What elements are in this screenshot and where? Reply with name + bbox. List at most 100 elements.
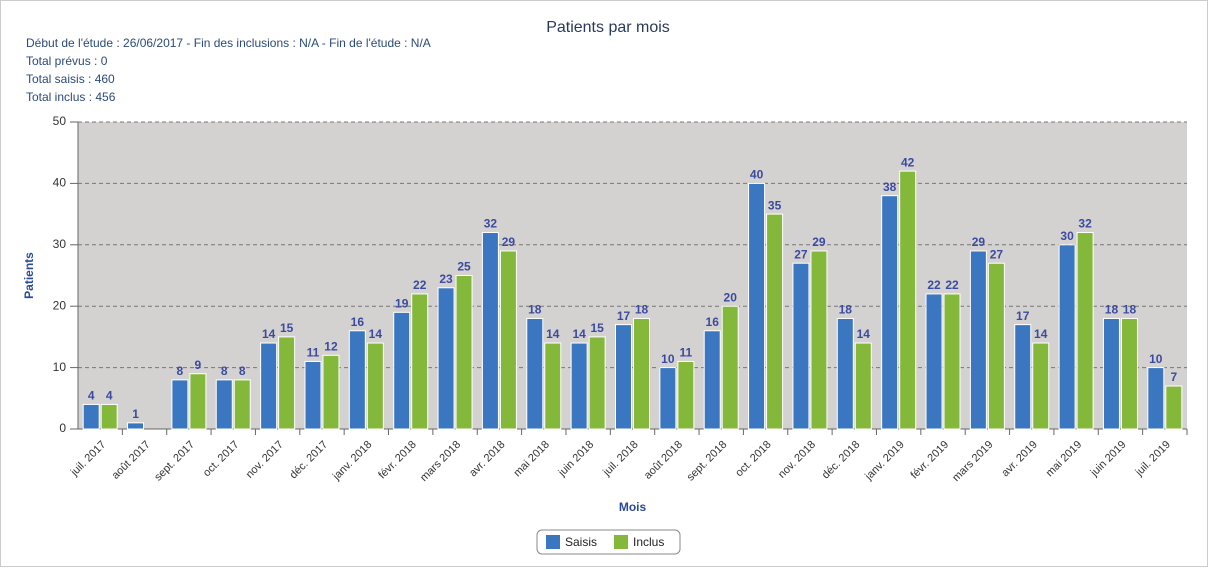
bar — [526, 317, 544, 430]
bar — [1014, 324, 1032, 430]
data-label: 22 — [945, 278, 959, 292]
bar — [455, 275, 473, 430]
bar — [171, 379, 189, 430]
bar — [721, 305, 739, 430]
data-label: 11 — [680, 346, 693, 360]
y-tick-label: 30 — [53, 237, 67, 251]
bar — [792, 262, 810, 430]
data-label: 16 — [706, 315, 720, 329]
y-tick-label: 20 — [53, 298, 67, 312]
bar — [544, 342, 562, 430]
data-label: 30 — [1060, 229, 1074, 243]
data-label: 18 — [1123, 303, 1137, 317]
data-label: 19 — [395, 297, 409, 311]
subtitle: Total prévus : 0 — [26, 54, 108, 68]
y-tick-label: 0 — [59, 421, 66, 435]
data-label: 23 — [439, 272, 453, 286]
data-label: 4 — [106, 389, 113, 403]
data-label: 18 — [528, 303, 542, 317]
legend: Saisis Inclus — [536, 529, 681, 555]
bar — [499, 250, 517, 430]
y-axis-label: Patients — [22, 252, 36, 299]
bar — [570, 342, 588, 430]
data-label: 10 — [1149, 352, 1163, 366]
data-label: 15 — [280, 321, 294, 335]
bar — [82, 403, 100, 430]
subtitle: Début de l'étude : 26/06/2017 - Fin des … — [26, 36, 431, 50]
data-label: 17 — [617, 309, 631, 323]
data-label: 14 — [369, 327, 383, 341]
data-label: 42 — [901, 155, 915, 169]
data-label: 18 — [1105, 303, 1119, 317]
x-axis-label: Mois — [619, 500, 647, 514]
data-label: 29 — [972, 235, 986, 249]
legend-box — [536, 529, 681, 555]
bar — [810, 250, 828, 430]
bar — [233, 379, 251, 430]
data-label: 25 — [457, 260, 471, 274]
bar — [437, 287, 455, 430]
bar — [411, 293, 429, 430]
data-label: 38 — [883, 180, 897, 194]
bar — [836, 317, 854, 430]
bar — [1120, 317, 1138, 430]
bar — [260, 342, 278, 430]
bar — [278, 336, 296, 430]
data-label: 32 — [484, 217, 498, 231]
data-label: 10 — [661, 352, 675, 366]
y-tick-label: 10 — [53, 360, 67, 374]
legend-label: Saisis — [565, 535, 597, 549]
data-label: 22 — [413, 278, 427, 292]
bar — [748, 182, 766, 430]
data-label: 35 — [768, 198, 782, 212]
bar — [322, 354, 340, 430]
bar — [366, 342, 384, 430]
y-tick-label: 50 — [53, 114, 67, 128]
bar — [1076, 232, 1094, 430]
data-label: 14 — [857, 327, 871, 341]
data-label: 11 — [307, 346, 320, 360]
bar — [1102, 317, 1120, 430]
bar — [588, 336, 606, 430]
bar — [659, 367, 677, 430]
subtitle: Total inclus : 456 — [26, 90, 116, 104]
bar — [348, 330, 366, 430]
data-label: 14 — [546, 327, 560, 341]
data-label: 32 — [1078, 217, 1092, 231]
bar — [393, 311, 411, 430]
data-label: 8 — [177, 364, 184, 378]
data-label: 17 — [1016, 309, 1030, 323]
bar — [677, 360, 695, 430]
data-label: 14 — [262, 327, 276, 341]
data-label: 40 — [750, 168, 764, 182]
bar — [854, 342, 872, 430]
bar — [100, 403, 118, 430]
data-label: 7 — [1170, 370, 1177, 384]
data-label: 8 — [239, 364, 246, 378]
data-label: 1 — [132, 407, 139, 421]
data-label: 18 — [839, 303, 853, 317]
bar — [766, 213, 784, 430]
legend-swatch — [614, 535, 628, 549]
bar — [925, 293, 943, 430]
data-label: 29 — [502, 235, 516, 249]
bar — [943, 293, 961, 430]
bar — [881, 195, 899, 430]
data-label: 9 — [195, 358, 202, 372]
data-label: 20 — [724, 290, 738, 304]
bar — [633, 317, 650, 430]
bar — [615, 324, 632, 430]
bar — [703, 330, 721, 430]
data-label: 12 — [324, 339, 338, 353]
legend-label: Inclus — [633, 535, 664, 549]
bar — [1032, 342, 1050, 430]
data-label: 27 — [794, 247, 808, 261]
subtitle: Total saisis : 460 — [26, 72, 115, 86]
data-label: 8 — [221, 364, 228, 378]
bar — [189, 373, 207, 430]
data-label: 18 — [635, 303, 649, 317]
bar — [1147, 367, 1165, 430]
legend-swatch — [546, 535, 560, 549]
bar — [215, 379, 233, 430]
